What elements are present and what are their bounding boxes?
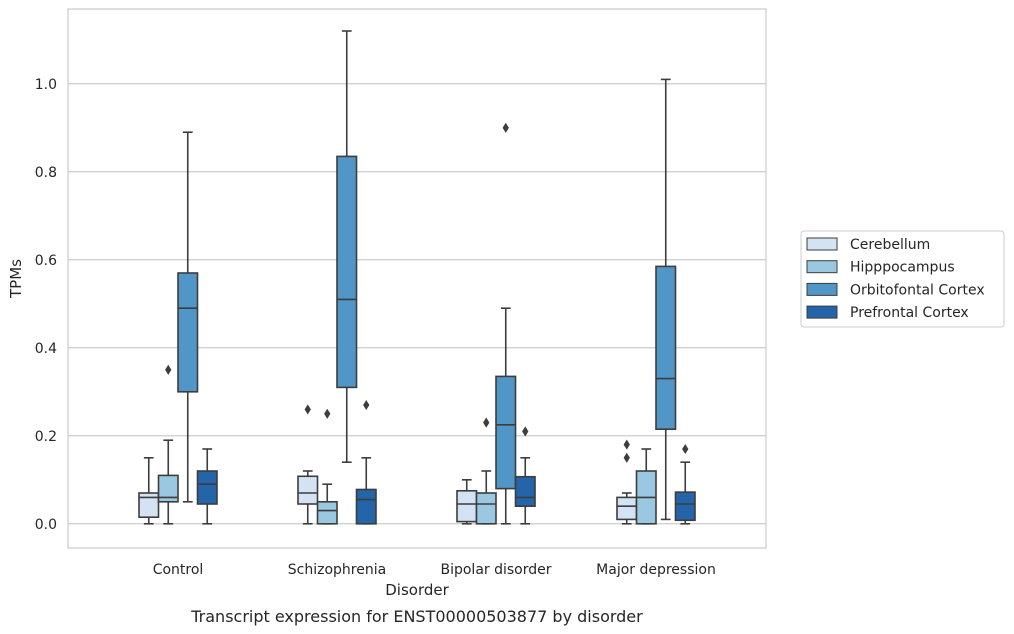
- box: [138, 456, 160, 525]
- legend-swatch: [806, 237, 838, 251]
- box-body: [456, 489, 478, 523]
- box-body: [355, 488, 377, 525]
- box-body: [616, 496, 638, 521]
- box: [674, 443, 696, 525]
- box: [475, 417, 497, 525]
- box: [616, 439, 638, 525]
- box: [336, 30, 358, 464]
- box-body: [514, 475, 536, 508]
- box: [196, 448, 218, 525]
- box: [456, 478, 478, 525]
- y-tick-label: 0.6: [35, 253, 57, 269]
- box-body: [138, 492, 160, 519]
- box-body: [196, 470, 218, 505]
- outlier-point: [502, 122, 509, 133]
- box: [316, 408, 338, 525]
- legend: Cerebellum Hipppocampus Orbitofontal Corte…: [800, 230, 1005, 328]
- x-axis-label: Disorder: [385, 581, 449, 599]
- box-body: [297, 475, 319, 505]
- outlier-point: [483, 417, 490, 428]
- chart-caption: Transcript expression for ENST0000050387…: [190, 607, 643, 626]
- box: [495, 122, 517, 525]
- outlier-point: [623, 452, 630, 463]
- x-axis-ticks: Control Schizophrenia Bipolar disorder Majo…: [153, 562, 716, 578]
- outlier-point: [304, 404, 311, 415]
- x-tick-label: Control: [153, 562, 204, 578]
- box-body: [336, 155, 358, 389]
- box-plot-series: [138, 30, 696, 525]
- plot-frame: [67, 8, 767, 549]
- series-hipppocampus: [157, 364, 657, 525]
- legend-swatch: [806, 260, 838, 274]
- y-tick-label: 0.8: [35, 165, 57, 181]
- box-body: [177, 272, 199, 393]
- box-body: [475, 492, 497, 525]
- box: [177, 131, 199, 503]
- y-tick-label: 0.4: [35, 341, 57, 357]
- box-body: [495, 375, 517, 490]
- box-body: [674, 491, 696, 522]
- y-axis-label: TPMs: [7, 259, 25, 299]
- box-body: [157, 474, 179, 503]
- series-cerebellum: [138, 404, 638, 525]
- outlier-point: [522, 426, 529, 437]
- legend-swatch: [806, 282, 838, 296]
- legend-frame: [800, 230, 1005, 328]
- outlier-point: [623, 439, 630, 450]
- legend-label: Hipppocampus: [850, 260, 955, 276]
- series-prefrontal-cortex: [196, 399, 696, 525]
- legend-label: Prefrontal Cortex: [850, 305, 969, 321]
- outlier-point: [363, 399, 370, 411]
- box-body: [655, 265, 677, 430]
- outlier-point: [165, 364, 172, 375]
- box-body: [316, 500, 338, 525]
- series-orbitofontal-cortex: [177, 30, 677, 525]
- box: [514, 426, 536, 525]
- x-tick-label: Bipolar disorder: [440, 562, 551, 578]
- box: [355, 399, 377, 525]
- outlier-point: [324, 408, 331, 419]
- box: [655, 78, 677, 521]
- y-tick-label: 0.0: [35, 517, 57, 533]
- legend-label: Orbitofontal Cortex: [850, 282, 985, 298]
- box: [297, 404, 319, 525]
- box: [157, 364, 179, 525]
- y-tick-label: 0.2: [35, 429, 57, 445]
- outlier-point: [682, 443, 689, 455]
- legend-swatch: [806, 305, 838, 319]
- x-tick-label: Major depression: [596, 562, 716, 578]
- y-tick-label: 1.0: [35, 77, 57, 93]
- y-axis-ticks: 0.0 0.2 0.4 0.6 0.8 1.0: [35, 77, 57, 533]
- legend-label: Cerebellum: [850, 237, 930, 253]
- x-tick-label: Schizophrenia: [288, 562, 386, 578]
- box: [635, 448, 657, 525]
